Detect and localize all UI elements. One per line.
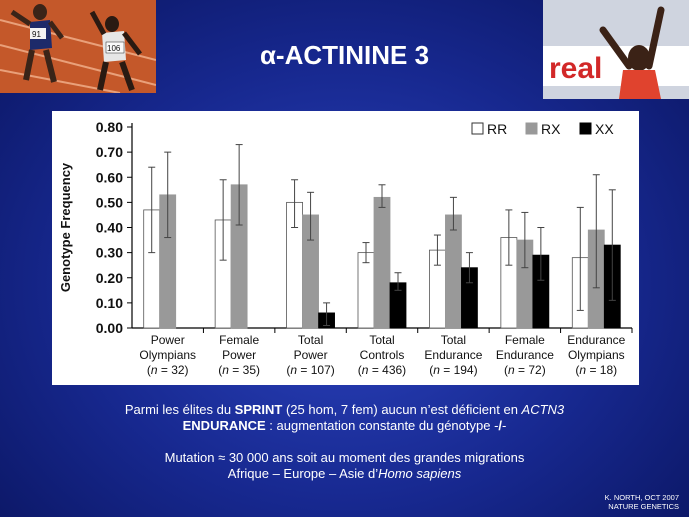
x-sample-size-label: (n = 32) <box>147 363 189 377</box>
caption-line-4: Afrique – Europe – Asie d’Homo sapiens <box>0 466 689 481</box>
caption-species: Homo sapiens <box>378 466 462 481</box>
x-sample-size-label: (n = 107) <box>286 363 334 377</box>
x-tick-label: Total <box>369 333 394 347</box>
x-sample-size-label: (n = 72) <box>504 363 546 377</box>
banner-text: real <box>549 52 602 85</box>
slide-title: α-ACTININE 3 <box>259 40 430 70</box>
bib-right: 106 <box>107 44 121 53</box>
caption-text: - <box>502 418 507 433</box>
legend-swatch-rx <box>525 122 538 135</box>
x-sample-size-label: (n = 436) <box>358 363 406 377</box>
x-sample-size-label: (n = 35) <box>218 363 260 377</box>
bar-rx <box>373 196 391 329</box>
x-tick-label: Total <box>441 333 466 347</box>
x-tick-label: Olympians <box>568 348 625 362</box>
caption-text: Afrique – Europe – Asie d’ <box>227 466 379 481</box>
bar-rx <box>445 214 462 329</box>
x-tick-label: Female <box>505 333 545 347</box>
genotype-frequency-chart: 0.00 0.10 0.20 0.30 0.40 0.50 0.60 0.70 0.80 Geno… <box>52 111 639 385</box>
caption-line-3: Mutation ≈ 30 000 ans soit au moment des… <box>164 450 525 465</box>
caption-sprint: SPRINT <box>234 402 283 417</box>
legend-label-rx: RX <box>541 121 561 137</box>
chart-svg: 0.00 0.10 0.20 0.30 0.40 0.50 0.60 0.70 0.80 Geno… <box>58 119 633 377</box>
bar-rr <box>357 252 375 329</box>
x-tick-label: Female <box>219 333 259 347</box>
y-axis-label: Genotype Frequency <box>58 162 73 292</box>
legend-label-xx: XX <box>595 121 614 137</box>
y-tick-label: 0.50 <box>96 194 123 210</box>
credit-journal: NATURE GENETICS <box>608 502 679 511</box>
y-tick-label: 0.70 <box>96 144 123 160</box>
x-tick-label: Power <box>222 348 256 362</box>
caption-line-2: ENDURANCE : augmentation constante du gé… <box>0 418 689 433</box>
x-tick-label: Endurance <box>567 333 625 347</box>
credit-author: K. NORTH, OCT 2007 <box>604 493 679 502</box>
y-tick-label: 0.30 <box>96 245 123 261</box>
sprinters-photo: 91 106 <box>0 0 156 93</box>
celebrating-athlete-photo: real <box>543 0 689 99</box>
y-tick-label: 0.10 <box>96 295 123 311</box>
caption-gene: ACTN3 <box>521 402 565 417</box>
y-tick-label: 0.40 <box>96 220 123 236</box>
x-tick-label: Power <box>294 348 328 362</box>
caption-endurance: ENDURANCE <box>182 418 266 433</box>
x-tick-label: Controls <box>360 348 405 362</box>
legend-swatch-xx <box>579 122 592 135</box>
y-tick-label: 0.60 <box>96 169 123 185</box>
y-tick-label: 0.00 <box>96 320 123 336</box>
x-tick-label: Endurance <box>496 348 554 362</box>
x-sample-size-label: (n = 194) <box>429 363 477 377</box>
legend-swatch-rr <box>471 122 484 135</box>
x-tick-label: Olympians <box>139 348 196 362</box>
caption-slash: / <box>498 418 503 433</box>
x-tick-label: Power <box>151 333 185 347</box>
caption-text: (25 hom, 7 fem) aucun n’est déficient en <box>282 402 522 417</box>
y-tick-label: 0.20 <box>96 270 123 286</box>
legend-label-rr: RR <box>487 121 507 137</box>
caption-text: : augmentation constante du génotype - <box>265 418 499 433</box>
caption-line-1: Parmi les élites du SPRINT (25 hom, 7 fe… <box>0 402 689 417</box>
source-credit: K. NORTH, OCT 2007 NATURE GENETICS <box>605 493 679 511</box>
bib-left: 91 <box>32 30 41 39</box>
x-tick-label: Total <box>298 333 323 347</box>
caption-text: Parmi les élites du <box>124 402 235 417</box>
x-sample-size-label: (n = 18) <box>575 363 617 377</box>
y-tick-label: 0.80 <box>96 119 123 135</box>
x-tick-label: Endurance <box>424 348 482 362</box>
